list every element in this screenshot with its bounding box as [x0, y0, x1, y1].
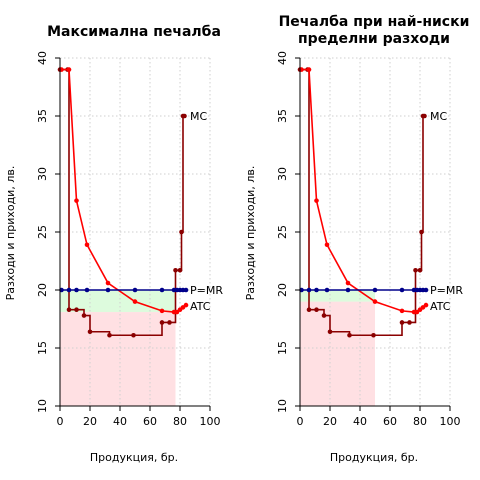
- data-point-mc: [307, 307, 312, 312]
- data-point-p-mr: [400, 288, 405, 293]
- data-point-atc: [133, 299, 138, 304]
- y-tick-label: 30: [276, 167, 289, 181]
- data-point-mc: [314, 307, 319, 312]
- y-tick-label: 35: [36, 109, 49, 123]
- data-point-mc: [131, 333, 136, 338]
- data-point-p-mr: [106, 288, 111, 293]
- y-tick-label: 25: [36, 225, 49, 239]
- data-point-mc: [67, 307, 72, 312]
- data-point-atc: [74, 198, 79, 203]
- data-point-atc: [424, 303, 429, 308]
- data-point-mc: [178, 268, 183, 273]
- y-tick-label: 10: [276, 399, 289, 413]
- y-axis-title: Разходи и приходи, лв.: [244, 166, 257, 301]
- data-point-atc: [325, 242, 330, 247]
- data-point-mc: [160, 320, 165, 325]
- data-point-mc: [418, 268, 423, 273]
- x-tick-label: 60: [383, 415, 397, 428]
- series-label-mc: MC: [430, 110, 447, 123]
- series-label-atc: ATC: [190, 300, 211, 313]
- y-axis-title: Разходи и приходи, лв.: [4, 166, 17, 301]
- data-point-mc: [422, 114, 427, 119]
- x-tick-label: 20: [83, 415, 97, 428]
- data-point-mc: [173, 268, 178, 273]
- series-line-atc: [62, 70, 187, 312]
- data-point-atc: [67, 67, 72, 72]
- x-tick-label: 100: [440, 415, 461, 428]
- data-point-mc: [74, 307, 79, 312]
- data-point-p-mr: [67, 288, 72, 293]
- data-point-p-mr: [314, 288, 319, 293]
- data-point-p-mr: [325, 288, 330, 293]
- data-point-atc: [314, 198, 319, 203]
- data-point-mc: [88, 329, 93, 334]
- data-point-mc: [400, 320, 405, 325]
- cost-area: [300, 302, 375, 406]
- data-point-p-mr: [85, 288, 90, 293]
- data-point-p-mr: [74, 288, 79, 293]
- chart-title-line: Максимална печалба: [47, 24, 221, 40]
- data-point-mc: [371, 333, 376, 338]
- data-point-mc: [322, 313, 327, 318]
- profit-area: [300, 290, 375, 302]
- data-point-p-mr: [373, 288, 378, 293]
- data-point-atc: [346, 281, 351, 286]
- x-tick-label: 60: [143, 415, 157, 428]
- x-tick-label: 80: [413, 415, 427, 428]
- series-label-mc: MC: [190, 110, 207, 123]
- data-point-mc: [407, 320, 412, 325]
- chart-panel-max-profit: Максимална печалба 0 20 40 60 80 100 10 15 20 25 3…: [4, 24, 223, 464]
- x-tick-label: 0: [57, 415, 64, 428]
- y-tick-label: 20: [36, 283, 49, 297]
- y-tick-label: 15: [276, 341, 289, 355]
- data-point-atc: [85, 242, 90, 247]
- data-point-atc: [373, 299, 378, 304]
- data-point-atc: [307, 67, 312, 72]
- data-point-atc: [106, 281, 111, 286]
- cost-area: [60, 312, 176, 406]
- data-point-p-mr: [133, 288, 138, 293]
- data-point-mc: [167, 320, 172, 325]
- data-point-p-mr: [160, 288, 165, 293]
- x-tick-label: 0: [297, 415, 304, 428]
- x-tick-label: 40: [113, 415, 127, 428]
- data-point-p-mr: [424, 288, 429, 293]
- data-point-mc: [82, 313, 87, 318]
- series-label-price: P=MR: [190, 284, 223, 297]
- data-point-p-mr: [346, 288, 351, 293]
- y-tick-label: 15: [36, 341, 49, 355]
- chart-panel-lowest-mc-profit: Печалба при най-ниски пределни разходи 0…: [244, 14, 469, 464]
- series-label-atc: ATC: [430, 300, 451, 313]
- y-tick-label: 35: [276, 109, 289, 123]
- chart-title-line: пределни разходи: [298, 31, 450, 47]
- data-point-mc: [182, 114, 187, 119]
- x-axis-title: Продукция, бр.: [90, 451, 178, 464]
- data-point-atc: [160, 309, 165, 314]
- y-tick-label: 25: [276, 225, 289, 239]
- data-point-p-mr: [184, 288, 189, 293]
- data-point-mc: [107, 333, 112, 338]
- x-axis-title: Продукция, бр.: [330, 451, 418, 464]
- data-point-mc: [179, 230, 184, 235]
- x-tick-label: 80: [173, 415, 187, 428]
- x-tick-label: 20: [323, 415, 337, 428]
- series-line-atc: [302, 70, 427, 312]
- chart-title-line: Печалба при най-ниски: [279, 14, 470, 30]
- y-tick-label: 30: [36, 167, 49, 181]
- data-point-atc: [184, 303, 189, 308]
- y-tick-label: 10: [36, 399, 49, 413]
- series-label-price: P=MR: [430, 284, 463, 297]
- y-tick-label: 20: [276, 283, 289, 297]
- y-tick-label: 40: [276, 51, 289, 65]
- data-point-mc: [419, 230, 424, 235]
- data-point-mc: [413, 268, 418, 273]
- data-point-mc: [328, 329, 333, 334]
- data-point-atc: [400, 309, 405, 314]
- y-tick-label: 40: [36, 51, 49, 65]
- x-tick-label: 40: [353, 415, 367, 428]
- x-tick-label: 100: [200, 415, 221, 428]
- data-point-mc: [347, 333, 352, 338]
- data-point-p-mr: [307, 288, 312, 293]
